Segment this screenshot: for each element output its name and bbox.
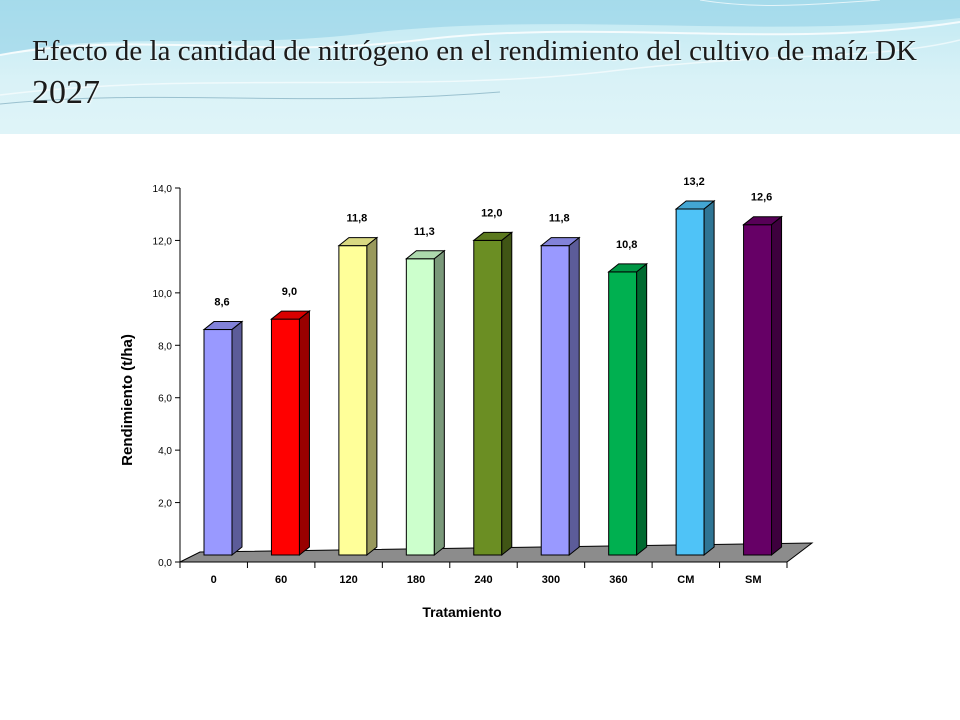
data-label: 9,0 — [282, 286, 297, 298]
bar-side — [501, 231, 513, 557]
y-tick-label: 0,0 — [158, 558, 172, 569]
x-tick-label: SM — [745, 574, 762, 586]
data-label: 13,2 — [683, 176, 704, 188]
bar-360: 10,8 — [607, 239, 649, 557]
bar-60: 9,0 — [270, 286, 311, 557]
bar-front — [540, 245, 570, 556]
bar-side — [703, 199, 715, 557]
bar-0: 8,6 — [202, 297, 244, 557]
y-tick-label: 6,0 — [158, 394, 172, 405]
bar-side — [568, 236, 580, 557]
chart-bars: 8,6 9,0 11,8 11,3 12,0 11,8 10,8 13,2 12,6 — [202, 176, 783, 557]
x-tick-label: 300 — [542, 574, 560, 586]
bar-side — [298, 310, 310, 557]
y-tick-label: 14,0 — [153, 184, 173, 195]
x-tick-label: CM — [677, 574, 694, 586]
bar-front — [338, 245, 368, 556]
bar-side — [366, 236, 378, 557]
x-tick-label: 180 — [407, 574, 425, 586]
bar-300: 11,8 — [539, 213, 581, 557]
data-label: 12,6 — [751, 192, 772, 204]
x-tick-label: 360 — [609, 574, 627, 586]
data-label: 8,6 — [214, 297, 229, 309]
bar-front — [608, 271, 638, 556]
bar-side — [636, 262, 648, 557]
header-wave-decoration — [0, 0, 960, 105]
bar-front — [473, 239, 503, 556]
bar-SM: 12,6 — [742, 192, 783, 557]
bar-side — [771, 215, 783, 557]
data-label: 12,0 — [481, 207, 502, 219]
bar-front — [203, 329, 233, 556]
y-axis: 0,0 2,0 4,0 6,0 8,0 10,0 12,0 14,0 — [153, 184, 181, 569]
slide-title: Efecto de la cantidad de nitrógeno en el… — [32, 30, 947, 115]
bar-180: 11,3 — [404, 226, 446, 557]
y-tick-label: 12,0 — [153, 236, 173, 247]
data-label: 10,8 — [616, 239, 637, 251]
x-tick-label: 240 — [474, 574, 492, 586]
y-axis-label: Rendimiento (t/ha) — [119, 334, 136, 466]
bar-front — [743, 224, 773, 556]
y-tick-label: 4,0 — [158, 446, 172, 457]
bar-120: 11,8 — [337, 213, 379, 557]
slide-header: Efecto de la cantidad de nitrógeno en el… — [0, 0, 960, 134]
data-label: 11,8 — [549, 213, 570, 225]
y-tick-label: 8,0 — [158, 341, 172, 352]
data-label: 11,3 — [414, 226, 435, 238]
bar-CM: 13,2 — [674, 176, 716, 557]
bar-240: 12,0 — [472, 207, 514, 557]
x-axis-label: Tratamiento — [422, 604, 501, 620]
x-axis: 0 60 120 180 240 300 360 CM SM — [179, 561, 788, 586]
bar-side — [433, 249, 445, 557]
bar-front — [675, 208, 705, 556]
data-label: 11,8 — [346, 213, 367, 225]
slide-title-number: 2027 — [32, 74, 100, 111]
x-tick-label: 60 — [275, 574, 287, 586]
y-tick-label: 2,0 — [158, 499, 172, 510]
x-tick-label: 120 — [339, 574, 357, 586]
slide-title-text: Efecto de la cantidad de nitrógeno en el… — [32, 35, 917, 67]
bar-side — [231, 320, 243, 557]
bar-front — [405, 258, 435, 556]
bar-front — [270, 318, 300, 556]
y-tick-label: 10,0 — [153, 289, 173, 300]
x-tick-label: 0 — [211, 574, 217, 586]
